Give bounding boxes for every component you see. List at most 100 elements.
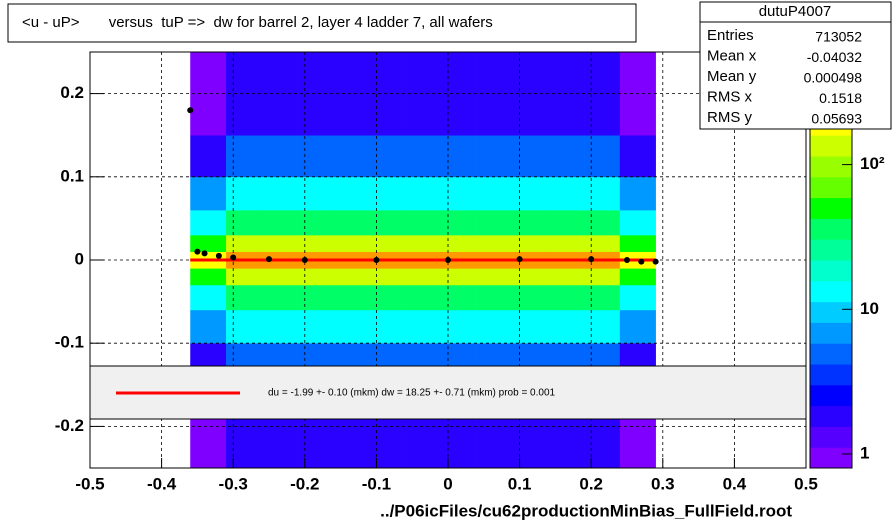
bin-cell xyxy=(226,268,263,286)
bin-cell xyxy=(190,210,227,236)
bin-cell xyxy=(190,268,227,286)
color-bar-segment xyxy=(810,447,852,469)
bin-cell xyxy=(619,176,656,211)
bin-cell xyxy=(190,176,227,211)
bin-cell xyxy=(369,235,406,252)
bin-cell xyxy=(512,210,549,236)
bin-cell xyxy=(584,135,621,178)
bin-cell xyxy=(226,235,263,252)
bin-cell xyxy=(512,176,549,211)
bin-cell xyxy=(548,284,585,311)
color-bar-segment xyxy=(810,239,852,261)
plot-frame xyxy=(89,51,807,469)
bin-cell xyxy=(369,176,406,211)
color-bar-segment xyxy=(810,280,852,303)
x-tick-label: 0.4 xyxy=(723,474,747,493)
y-tick-label: -0.1 xyxy=(55,333,84,352)
bin-cell xyxy=(297,52,334,136)
bin-cell xyxy=(476,176,513,211)
bin-cell xyxy=(297,210,334,236)
stats-value: -0.04032 xyxy=(807,49,862,65)
bin-cell xyxy=(190,309,227,344)
bin-cell xyxy=(619,235,656,252)
bin-cell xyxy=(584,210,621,236)
bin-cell xyxy=(261,268,298,286)
stats-value: 0.000498 xyxy=(804,70,863,86)
bin-cell xyxy=(261,135,298,178)
bin-cell xyxy=(619,268,656,286)
bin-cell xyxy=(190,235,227,252)
color-bar-segment xyxy=(810,322,852,344)
bin-cell xyxy=(226,176,263,211)
bin-cell xyxy=(333,52,370,136)
bin-cell xyxy=(297,284,334,311)
bin-cell xyxy=(261,235,298,252)
bin-cell xyxy=(297,235,334,252)
profile-point xyxy=(230,254,237,261)
x-tick-label: 0.1 xyxy=(508,474,532,493)
bin-cell xyxy=(548,235,585,252)
color-bar-segment xyxy=(810,384,852,407)
bin-cell xyxy=(369,268,406,286)
bin-cell xyxy=(226,210,263,236)
bin-cell xyxy=(333,268,370,286)
stats-value: 0.05693 xyxy=(811,111,862,127)
bin-cell xyxy=(619,309,656,344)
bin-cell xyxy=(261,309,298,344)
bin-cell xyxy=(512,135,549,178)
profile-point xyxy=(194,248,201,255)
bin-cell xyxy=(297,176,334,211)
profile-point xyxy=(187,107,194,114)
stats-label: RMS x xyxy=(707,88,753,105)
bin-cell xyxy=(619,210,656,236)
bin-cell xyxy=(476,235,513,252)
bin-cell xyxy=(405,268,442,286)
bin-cell xyxy=(440,284,477,311)
bin-cell xyxy=(297,135,334,178)
bin-cell xyxy=(405,309,442,344)
profile-point xyxy=(266,256,272,263)
bin-cell xyxy=(476,309,513,344)
bin-cell xyxy=(476,210,513,236)
stats-value: 713052 xyxy=(815,29,862,45)
bin-cell xyxy=(369,135,406,178)
bin-cell xyxy=(405,210,442,236)
bin-cell xyxy=(297,268,334,286)
bin-cell xyxy=(476,284,513,311)
color-bar-segment xyxy=(810,301,852,323)
y-tick-label: -0.2 xyxy=(55,416,84,435)
x-axis-label: ../P06icFiles/cu62productionMinBias_Full… xyxy=(380,501,792,520)
bin-cell xyxy=(190,135,227,178)
bin-cell xyxy=(512,268,549,286)
bin-cell xyxy=(333,309,370,344)
bin-cell xyxy=(440,176,477,211)
x-tick-label: -0.4 xyxy=(147,474,177,493)
bin-cell xyxy=(440,210,477,236)
bin-cell xyxy=(548,135,585,178)
profile-point xyxy=(373,257,380,263)
color-bar-segment xyxy=(810,405,852,427)
x-tick-label: 0.5 xyxy=(794,474,818,493)
z-tick-label: 1 xyxy=(860,443,869,462)
profile-point xyxy=(624,257,630,263)
fit-legend-text: du = -1.99 +- 0.10 (mkm) dw = 18.25 +- 0… xyxy=(268,388,556,399)
bin-cell xyxy=(333,284,370,311)
y-tick-label: 0.1 xyxy=(60,166,84,185)
bin-cell xyxy=(333,176,370,211)
profile-point xyxy=(588,256,595,263)
color-bar-segment xyxy=(810,426,852,448)
bin-cell xyxy=(512,284,549,311)
bin-cell xyxy=(584,309,621,344)
bin-cell xyxy=(405,52,442,136)
bin-cell xyxy=(261,176,298,211)
stats-box xyxy=(699,1,892,130)
title-box xyxy=(7,3,637,43)
profile-point xyxy=(638,258,645,265)
profile-point xyxy=(516,256,523,263)
color-bar-segment xyxy=(810,343,852,365)
stats-label: Mean x xyxy=(707,47,757,64)
bin-cell xyxy=(512,309,549,344)
bin-cell xyxy=(440,135,477,178)
color-bar-segment xyxy=(810,156,852,178)
